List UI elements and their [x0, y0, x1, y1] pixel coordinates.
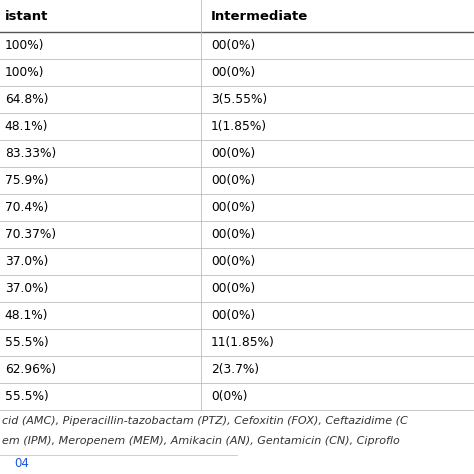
- Text: 100%): 100%): [5, 39, 44, 52]
- Text: 00(0%): 00(0%): [211, 201, 255, 214]
- Text: 00(0%): 00(0%): [211, 174, 255, 187]
- Text: 70.4%): 70.4%): [5, 201, 48, 214]
- Text: 11(1.85%): 11(1.85%): [211, 336, 275, 349]
- Text: 64.8%): 64.8%): [5, 93, 48, 106]
- Text: 00(0%): 00(0%): [211, 66, 255, 79]
- Text: 2(3.7%): 2(3.7%): [211, 363, 259, 376]
- Text: 83.33%): 83.33%): [5, 147, 56, 160]
- Text: 00(0%): 00(0%): [211, 228, 255, 241]
- Text: 62.96%): 62.96%): [5, 363, 56, 376]
- Text: Intermediate: Intermediate: [211, 9, 308, 23]
- Text: 1(1.85%): 1(1.85%): [211, 120, 267, 133]
- Text: 3(5.55%): 3(5.55%): [211, 93, 267, 106]
- Text: 48.1%): 48.1%): [5, 309, 48, 322]
- Text: 0(0%): 0(0%): [211, 390, 247, 403]
- Text: 55.5%): 55.5%): [5, 390, 48, 403]
- Text: 75.9%): 75.9%): [5, 174, 48, 187]
- Text: 00(0%): 00(0%): [211, 309, 255, 322]
- Text: 37.0%): 37.0%): [5, 255, 48, 268]
- Text: 48.1%): 48.1%): [5, 120, 48, 133]
- Text: 55.5%): 55.5%): [5, 336, 48, 349]
- Text: 100%): 100%): [5, 66, 44, 79]
- Text: 00(0%): 00(0%): [211, 39, 255, 52]
- Text: 04: 04: [14, 457, 29, 470]
- Text: istant: istant: [5, 9, 48, 23]
- Text: 00(0%): 00(0%): [211, 147, 255, 160]
- Text: em (IPM), Meropenem (MEM), Amikacin (AN), Gentamicin (CN), Ciproflo: em (IPM), Meropenem (MEM), Amikacin (AN)…: [2, 436, 400, 446]
- Text: cid (AMC), Piperacillin-tazobactam (PTZ), Cefoxitin (FOX), Ceftazidime (C: cid (AMC), Piperacillin-tazobactam (PTZ)…: [2, 416, 408, 426]
- Text: 00(0%): 00(0%): [211, 255, 255, 268]
- Text: 70.37%): 70.37%): [5, 228, 56, 241]
- Text: 37.0%): 37.0%): [5, 282, 48, 295]
- Text: 00(0%): 00(0%): [211, 282, 255, 295]
